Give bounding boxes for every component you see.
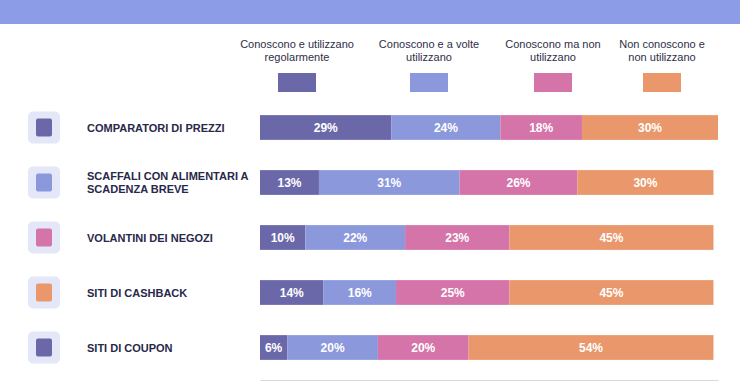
data-label: 20%: [411, 341, 435, 355]
icon-bg: [28, 277, 60, 309]
chart: Conoscono e utilizzanoregolarmenteConosc…: [0, 0, 740, 389]
text-line: SITI DI CASHBACK: [87, 287, 187, 299]
bar-segment: [260, 115, 392, 140]
text-line: Non conoscono e: [619, 38, 705, 50]
legend-swatch: [534, 73, 572, 92]
bar-segment: [509, 280, 713, 305]
bar-segment: [582, 115, 718, 140]
data-label: 24%: [434, 121, 458, 135]
data-label: 22%: [343, 231, 367, 245]
icon-shape: [36, 174, 52, 192]
bars: [260, 115, 718, 360]
data-labels: 29% 13% 10% 14% 6% 24% 31% 22% 16% 20% 18% 26% 23% 25…: [265, 121, 662, 355]
icon: [28, 332, 60, 364]
icon: [28, 112, 60, 144]
bar-segment: [319, 170, 460, 195]
text-line: non utilizzano: [628, 51, 695, 63]
text-line: COMPARATORI DI PREZZI: [87, 122, 225, 134]
data-label: 10%: [271, 231, 295, 245]
data-label: 30%: [638, 121, 662, 135]
legend-label: Conoscono ma nonutilizzano: [505, 38, 600, 63]
legend-swatch: [278, 73, 316, 92]
bar-segment: [500, 115, 582, 140]
bar-segment: [469, 335, 714, 360]
bar-segment: [405, 225, 509, 250]
data-label: 26%: [506, 176, 530, 190]
bar-segment: [392, 115, 501, 140]
text-line: Conoscono ma non: [505, 38, 600, 50]
data-label: 45%: [599, 231, 623, 245]
text-line: SCADENZA BREVE: [87, 183, 189, 195]
legend-label: Conoscono e utilizzanoregolarmente: [240, 38, 354, 63]
bar-segment: [260, 225, 305, 250]
icon-bg: [28, 222, 60, 254]
data-label: 18%: [529, 121, 553, 135]
legend-label: Non conoscono enon utilizzano: [619, 38, 705, 63]
bar-segment: [396, 280, 509, 305]
text-line: utilizzano: [406, 51, 452, 63]
category-label: SITI DI CASHBACK: [87, 287, 187, 299]
category-label: SCAFFALI CON ALIMENTARI ASCADENZA BREVE: [87, 170, 249, 195]
icon: [28, 167, 60, 199]
bar-segment: [509, 225, 713, 250]
x-axis: [261, 380, 719, 381]
data-label: 29%: [314, 121, 338, 135]
icon-bg: [28, 112, 60, 144]
bar-segment: [460, 170, 578, 195]
bar-segment: [305, 225, 405, 250]
category-label: SITI DI COUPON: [87, 342, 173, 354]
icon: [28, 277, 60, 309]
icon-bg: [28, 332, 60, 364]
bar-segment: [260, 170, 319, 195]
category-label: VOLANTINI DEI NEGOZI: [87, 232, 213, 244]
bar-segment: [378, 335, 469, 360]
icon-shape: [36, 119, 52, 137]
data-label: 20%: [321, 341, 345, 355]
data-label: 31%: [377, 176, 401, 190]
bar-segment: [260, 280, 323, 305]
data-label: 23%: [445, 231, 469, 245]
bar-segment: [260, 335, 287, 360]
text-line: SCAFFALI CON ALIMENTARI A: [87, 170, 249, 182]
data-label: 6%: [265, 341, 283, 355]
data-label: 54%: [579, 341, 603, 355]
icon-shape: [36, 229, 52, 247]
bar-segment: [323, 280, 396, 305]
icon: [28, 222, 60, 254]
legend-swatch: [643, 73, 681, 92]
data-label: 13%: [277, 176, 301, 190]
header-band: [0, 0, 740, 24]
data-label: 45%: [599, 286, 623, 300]
text-line: utilizzano: [530, 51, 576, 63]
data-label: 25%: [441, 286, 465, 300]
data-label: 14%: [280, 286, 304, 300]
bar-segment: [577, 170, 713, 195]
text-line: Conoscono e a volte: [379, 38, 479, 50]
icon-shape: [36, 339, 52, 357]
axis-line: [261, 380, 719, 381]
text-line: VOLANTINI DEI NEGOZI: [87, 232, 213, 244]
legend-label: Conoscono e a volteutilizzano: [379, 38, 479, 63]
data-label: 30%: [633, 176, 657, 190]
text-line: Conoscono e utilizzano: [240, 38, 354, 50]
text-line: SITI DI COUPON: [87, 342, 173, 354]
icon-shape: [36, 284, 52, 302]
icon-bg: [28, 167, 60, 199]
bar-segment: [287, 335, 378, 360]
data-label: 16%: [348, 286, 372, 300]
legend-swatch: [410, 73, 448, 92]
text-line: regolarmente: [265, 51, 330, 63]
category-label: COMPARATORI DI PREZZI: [87, 122, 225, 134]
